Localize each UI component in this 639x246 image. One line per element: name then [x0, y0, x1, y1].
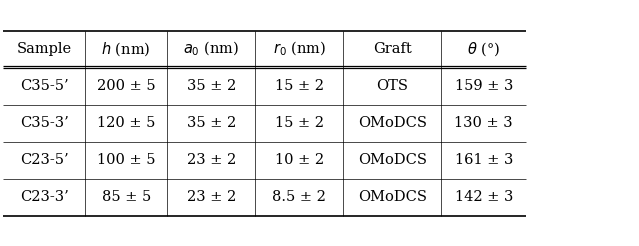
- Text: $h$ (nm): $h$ (nm): [102, 40, 151, 58]
- Text: 35 ± 2: 35 ± 2: [187, 116, 236, 130]
- Text: 35 ± 2: 35 ± 2: [187, 79, 236, 93]
- Text: Sample: Sample: [17, 42, 72, 56]
- Text: 142 ± 3: 142 ± 3: [454, 190, 513, 204]
- Text: $\theta$ (°): $\theta$ (°): [467, 40, 500, 58]
- Text: C23-3’: C23-3’: [20, 190, 68, 204]
- Text: 8.5 ± 2: 8.5 ± 2: [272, 190, 326, 204]
- Text: C35-5’: C35-5’: [20, 79, 68, 93]
- Text: 15 ± 2: 15 ± 2: [275, 79, 324, 93]
- Text: 161 ± 3: 161 ± 3: [454, 153, 513, 167]
- Text: $r_0$ (nm): $r_0$ (nm): [273, 40, 326, 58]
- Text: OTS: OTS: [376, 79, 408, 93]
- Text: C23-5’: C23-5’: [20, 153, 68, 167]
- Text: 23 ± 2: 23 ± 2: [187, 190, 236, 204]
- Text: OMoDCS: OMoDCS: [358, 190, 427, 204]
- Text: 130 ± 3: 130 ± 3: [454, 116, 513, 130]
- Text: 159 ± 3: 159 ± 3: [454, 79, 513, 93]
- Text: 85 ± 5: 85 ± 5: [102, 190, 151, 204]
- Text: 100 ± 5: 100 ± 5: [97, 153, 155, 167]
- Text: 200 ± 5: 200 ± 5: [97, 79, 155, 93]
- Text: Graft: Graft: [373, 42, 412, 56]
- Text: 10 ± 2: 10 ± 2: [275, 153, 324, 167]
- Text: OMoDCS: OMoDCS: [358, 116, 427, 130]
- Text: $a_0$ (nm): $a_0$ (nm): [183, 40, 239, 58]
- Text: 120 ± 5: 120 ± 5: [97, 116, 155, 130]
- Text: 23 ± 2: 23 ± 2: [187, 153, 236, 167]
- Text: C35-3’: C35-3’: [20, 116, 68, 130]
- Text: 15 ± 2: 15 ± 2: [275, 116, 324, 130]
- Text: OMoDCS: OMoDCS: [358, 153, 427, 167]
